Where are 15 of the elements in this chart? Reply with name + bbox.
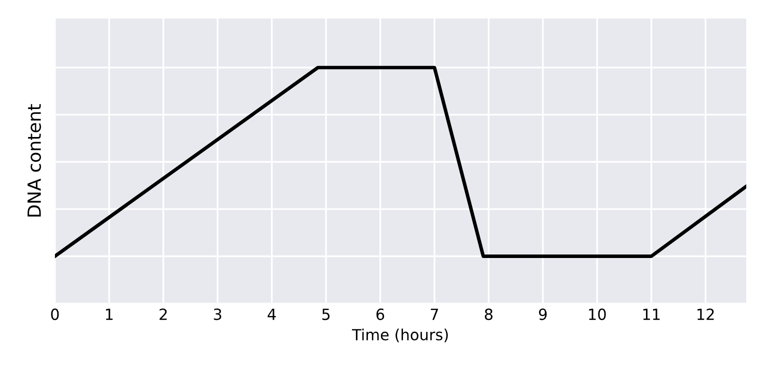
x-tick-label: 11 <box>643 308 660 320</box>
x-tick-label: 5 <box>322 308 330 320</box>
x-tick-label: 1 <box>106 308 113 320</box>
y-axis-title: DNA content <box>28 104 42 216</box>
x-tick-label: 7 <box>430 308 438 320</box>
x-tick-label: 0 <box>51 308 59 320</box>
x-tick-label: 6 <box>376 308 384 320</box>
x-tick-label: 8 <box>484 308 492 320</box>
x-axis-title: Time (hours) <box>352 328 448 342</box>
x-tick-label: 3 <box>214 308 222 320</box>
x-tick-label: 10 <box>589 308 606 320</box>
x-tick-label: 9 <box>539 308 547 320</box>
x-tick-label: 4 <box>268 308 276 320</box>
x-tick-label: 2 <box>160 308 167 320</box>
x-tick-label: 12 <box>698 308 714 320</box>
